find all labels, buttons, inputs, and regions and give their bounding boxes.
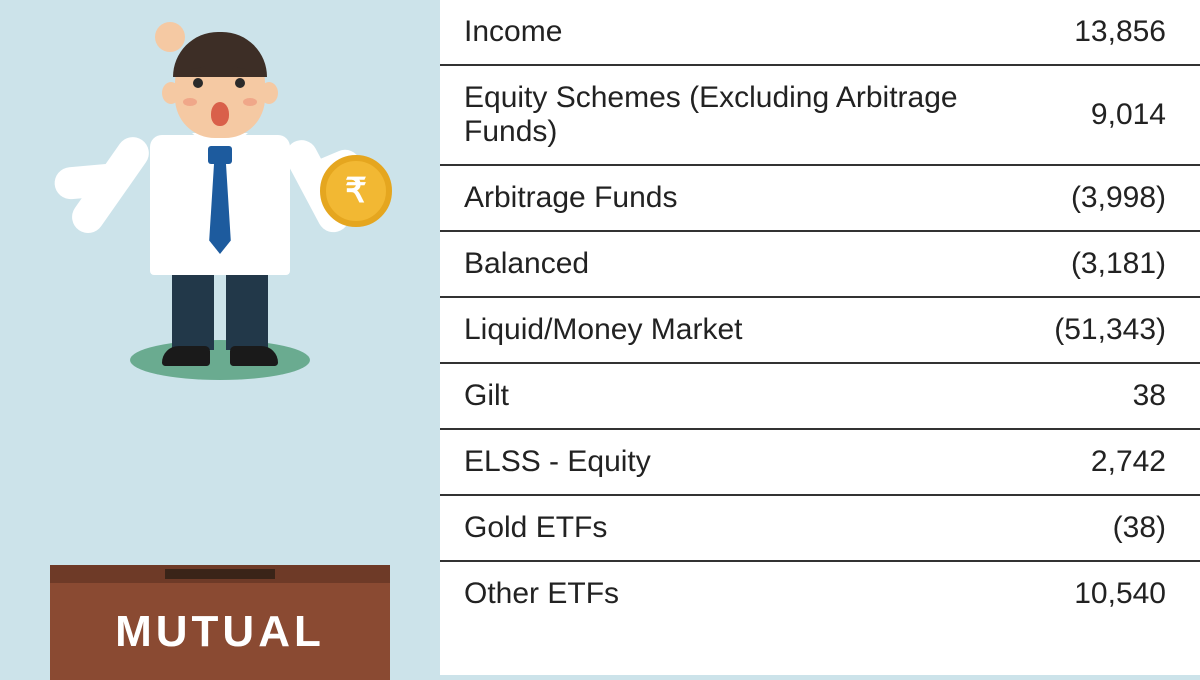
category-value: 9,014 xyxy=(1030,65,1200,165)
illustration-panel: ₹ MUTUAL xyxy=(0,0,440,675)
category-value: 2,742 xyxy=(1030,429,1200,495)
category-value: (51,343) xyxy=(1030,297,1200,363)
category-label: ELSS - Equity xyxy=(440,429,1030,495)
tie xyxy=(208,146,232,254)
category-value: 13,856 xyxy=(1030,0,1200,65)
rupee-coin-icon: ₹ xyxy=(320,155,392,227)
box-label: MUTUAL xyxy=(115,607,325,657)
mouth xyxy=(211,102,229,126)
coin-symbol: ₹ xyxy=(345,171,367,211)
eye-left xyxy=(193,78,203,88)
data-table-panel: Income13,856Equity Schemes (Excluding Ar… xyxy=(440,0,1200,675)
category-label: Other ETFs xyxy=(440,561,1030,626)
table-row: ELSS - Equity2,742 xyxy=(440,429,1200,495)
blush-left xyxy=(183,98,197,106)
shoe-right xyxy=(230,346,278,366)
hair xyxy=(173,32,267,77)
table-row: Income13,856 xyxy=(440,0,1200,65)
hand-left xyxy=(155,22,185,52)
table-row: Gilt38 xyxy=(440,363,1200,429)
box-slot xyxy=(165,569,275,579)
pants-right xyxy=(226,270,268,350)
category-value: (38) xyxy=(1030,495,1200,561)
businessman-character: ₹ xyxy=(80,20,360,400)
blush-right xyxy=(243,98,257,106)
category-value: 38 xyxy=(1030,363,1200,429)
arm-left xyxy=(66,131,155,239)
mutual-fund-box: MUTUAL xyxy=(50,565,390,680)
category-value: 10,540 xyxy=(1030,561,1200,626)
category-label: Gold ETFs xyxy=(440,495,1030,561)
category-label: Arbitrage Funds xyxy=(440,165,1030,231)
category-label: Gilt xyxy=(440,363,1030,429)
table-row: Balanced(3,181) xyxy=(440,231,1200,297)
fund-flow-table: Income13,856Equity Schemes (Excluding Ar… xyxy=(440,0,1200,626)
table-row: Equity Schemes (Excluding Arbitrage Fund… xyxy=(440,65,1200,165)
pants-left xyxy=(172,270,214,350)
table-row: Liquid/Money Market(51,343) xyxy=(440,297,1200,363)
category-label: Income xyxy=(440,0,1030,65)
eye-right xyxy=(235,78,245,88)
table-row: Gold ETFs(38) xyxy=(440,495,1200,561)
table-row: Other ETFs10,540 xyxy=(440,561,1200,626)
category-label: Equity Schemes (Excluding Arbitrage Fund… xyxy=(440,65,1030,165)
category-label: Liquid/Money Market xyxy=(440,297,1030,363)
ground-shadow xyxy=(130,340,310,380)
table-row: Arbitrage Funds(3,998) xyxy=(440,165,1200,231)
category-label: Balanced xyxy=(440,231,1030,297)
shoe-left xyxy=(162,346,210,366)
category-value: (3,181) xyxy=(1030,231,1200,297)
category-value: (3,998) xyxy=(1030,165,1200,231)
